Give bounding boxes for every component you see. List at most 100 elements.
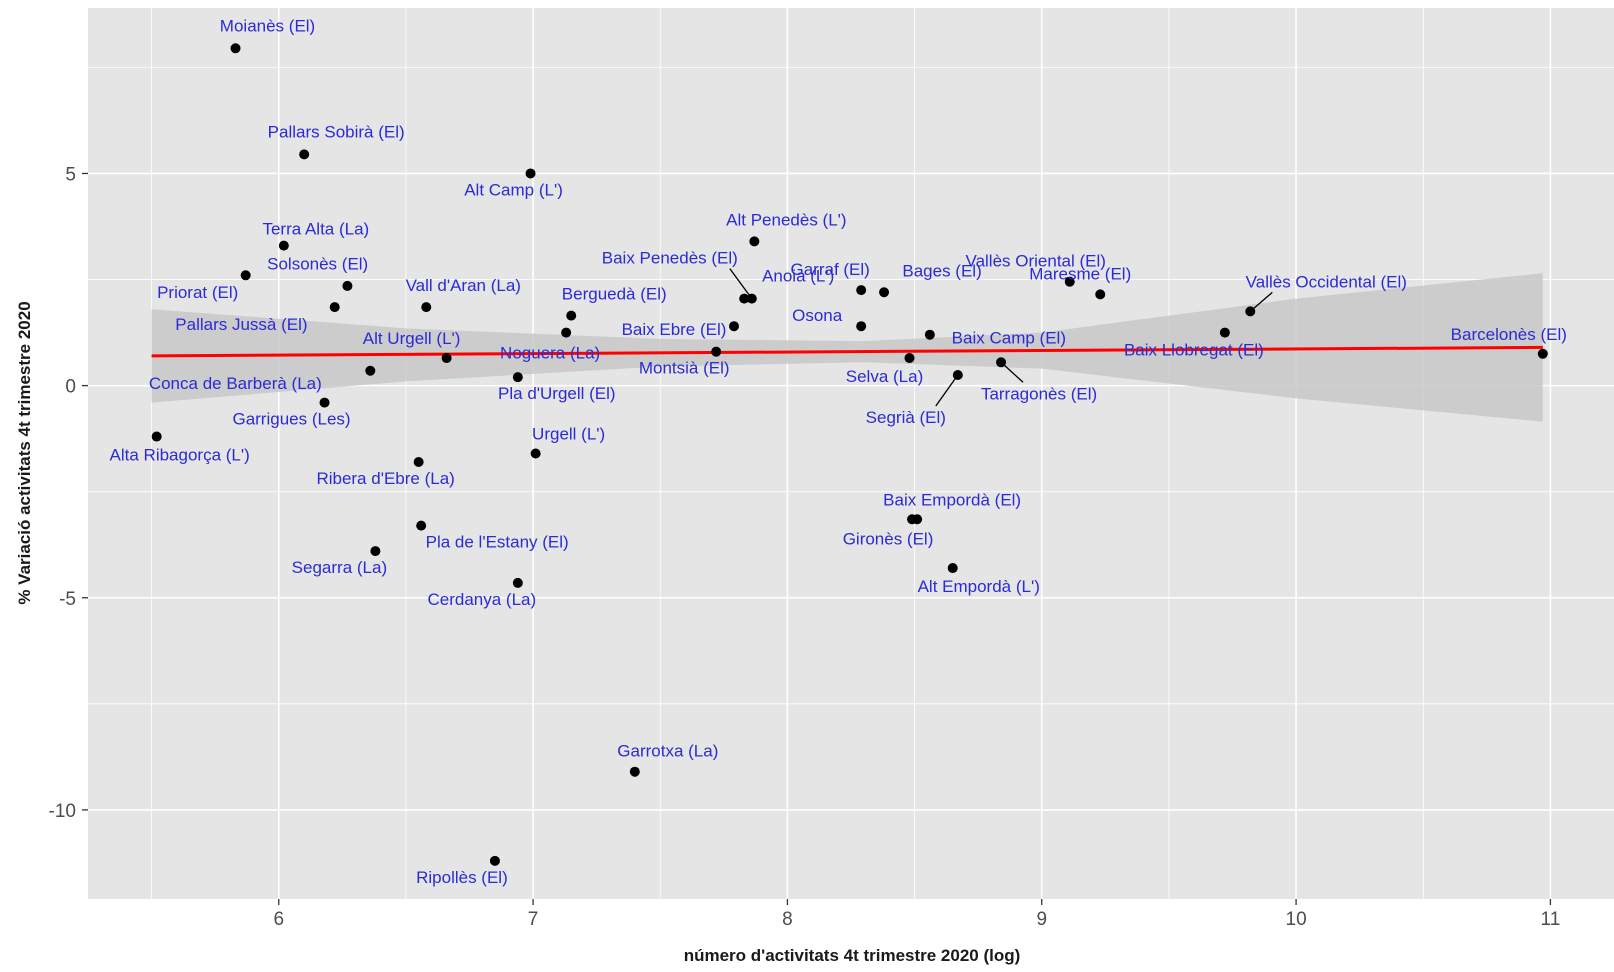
point-label: Garraf (El)	[791, 260, 870, 279]
data-point	[512, 372, 523, 383]
data-point	[907, 514, 918, 525]
y-tick-label: -10	[49, 801, 76, 822]
data-point	[924, 329, 935, 340]
data-point	[530, 448, 541, 459]
point-label: Ripollès (El)	[416, 868, 508, 887]
point-label: Pla d'Urgell (El)	[498, 384, 616, 403]
data-point	[952, 370, 963, 381]
x-tick-label: 8	[782, 909, 793, 930]
point-label: Alt Penedès (L')	[726, 210, 846, 229]
data-point	[566, 310, 577, 321]
data-point	[879, 287, 890, 298]
point-label: Osona	[792, 306, 843, 325]
data-point	[739, 293, 750, 304]
x-tick-label: 10	[1286, 909, 1307, 930]
y-axis-title: % Variació activitats 4t trimestre 2020	[15, 301, 34, 604]
data-point	[856, 321, 867, 332]
data-point	[441, 353, 452, 364]
point-label: Pallars Sobirà (El)	[268, 122, 405, 141]
point-label: Urgell (L')	[532, 425, 605, 444]
point-label: Baix Camp (El)	[952, 329, 1066, 348]
point-label: Priorat (El)	[157, 283, 238, 302]
point-label: Moianès (El)	[220, 16, 315, 35]
point-label: Barcelonès (El)	[1451, 325, 1567, 344]
point-label: Alt Urgell (L')	[363, 329, 461, 348]
data-point	[1095, 289, 1106, 300]
x-tick-label: 6	[273, 909, 284, 930]
data-point	[413, 456, 424, 467]
point-label: Vallès Oriental (El)	[966, 252, 1106, 271]
data-point	[512, 577, 523, 588]
point-label: Pallars Jussà (El)	[175, 315, 307, 334]
data-points	[151, 43, 1548, 866]
grid-lines	[88, 8, 1614, 899]
trend-line-layer	[151, 345, 1543, 358]
data-point	[278, 240, 289, 251]
point-label: Solsonès (El)	[267, 254, 368, 273]
point-label: Alt Camp (L')	[464, 180, 563, 199]
data-point	[416, 520, 427, 531]
point-label: Vall d'Aran (La)	[406, 276, 521, 295]
label-leader-line	[729, 268, 753, 300]
x-tick-label: 11	[1541, 909, 1561, 930]
label-leader-line	[935, 374, 959, 407]
data-point	[711, 346, 722, 357]
point-label: Montsià (El)	[639, 359, 730, 378]
data-point	[240, 270, 251, 281]
data-point	[329, 302, 340, 313]
point-label: Anoia (L')	[762, 267, 834, 286]
data-point	[1064, 276, 1075, 287]
trend-line	[151, 345, 1543, 358]
confidence-band	[151, 273, 1543, 422]
data-point	[365, 365, 376, 376]
point-label: Garrotxa (La)	[617, 742, 718, 761]
point-label: Pla de l'Estany (El)	[426, 533, 569, 552]
point-label: Gironès (El)	[843, 529, 934, 548]
axis-ticks: 6 7 8 9 10 11 -10 -5 0 5	[49, 164, 1561, 930]
point-label: Tarragonès (El)	[981, 384, 1097, 403]
data-point	[421, 302, 432, 313]
point-label: Segarra (La)	[292, 558, 387, 577]
data-point	[904, 353, 915, 364]
point-label: Garrigues (Les)	[232, 410, 350, 429]
point-label: Baix Llobregat (El)	[1124, 341, 1264, 360]
point-label: Selva (La)	[846, 367, 923, 386]
data-point	[319, 397, 330, 408]
point-label: Alta Ribagorça (L')	[110, 446, 250, 465]
data-point	[561, 327, 572, 338]
data-point	[370, 546, 381, 557]
data-point	[856, 285, 867, 296]
plot-panel	[88, 8, 1614, 899]
x-axis-title: número d'activitats 4t trimestre 2020 (l…	[684, 946, 1021, 965]
point-label: Vallès Occidental (El)	[1246, 272, 1407, 291]
y-tick-label: 5	[65, 164, 76, 185]
data-point	[1245, 306, 1256, 317]
point-label: Noguera (La)	[500, 344, 600, 363]
data-point	[299, 149, 310, 160]
point-label: Segrià (El)	[866, 408, 946, 427]
data-point	[996, 357, 1007, 368]
data-point	[729, 321, 740, 332]
point-label: Ribera d'Ebre (La)	[316, 469, 454, 488]
point-label: Maresme (El)	[1029, 264, 1131, 283]
point-label: Baix Penedès (El)	[602, 249, 738, 268]
point-labels: Moianès (El) Pallars Sobirà (El) Alt Camp …	[110, 16, 1567, 887]
data-point	[151, 431, 162, 442]
data-point	[746, 293, 757, 304]
point-label: Berguedà (El)	[562, 285, 667, 304]
data-point	[1219, 327, 1230, 338]
data-point	[489, 855, 500, 866]
point-label: Terra Alta (La)	[262, 220, 369, 239]
data-point	[525, 168, 536, 179]
data-point	[947, 563, 958, 574]
x-tick-label: 7	[528, 909, 539, 930]
point-label: Baix Ebre (El)	[622, 320, 727, 339]
point-label: Bages (El)	[902, 261, 981, 280]
data-point	[342, 280, 353, 291]
confidence-band-layer	[151, 273, 1543, 422]
point-label: Conca de Barberà (La)	[149, 374, 322, 393]
y-tick-label: -5	[59, 589, 76, 610]
data-point	[749, 236, 760, 247]
